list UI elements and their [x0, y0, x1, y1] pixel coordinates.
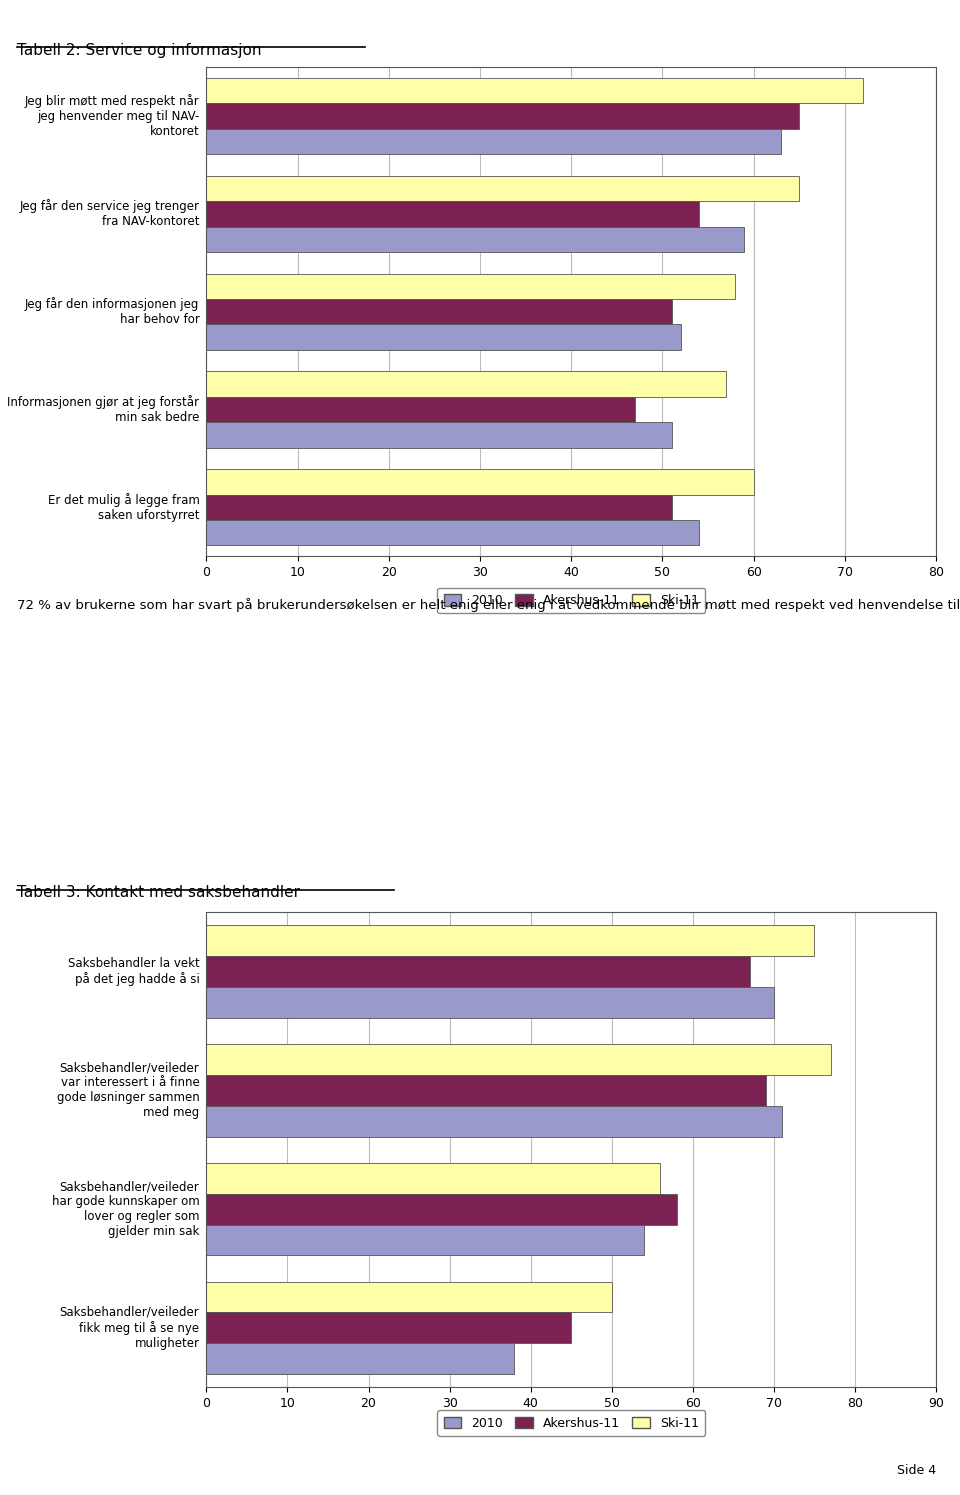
Text: Tabell 2: Service og informasjon: Tabell 2: Service og informasjon [17, 42, 262, 58]
Bar [206, 1344, 515, 1374]
Bar [206, 987, 774, 1018]
Bar [206, 1281, 612, 1313]
Bar [206, 299, 672, 324]
Bar [206, 1313, 571, 1344]
Bar [206, 925, 814, 955]
Text: Side 4: Side 4 [897, 1464, 936, 1477]
Legend: 2010, Akershus-11, Ski-11: 2010, Akershus-11, Ski-11 [437, 588, 706, 613]
Bar [206, 1163, 660, 1193]
Bar [206, 469, 754, 495]
Bar [206, 371, 726, 396]
Bar [206, 1044, 830, 1075]
Bar [206, 396, 636, 422]
Bar [206, 1193, 677, 1224]
Text: 72 % av brukerne som har svart på brukerundersøkelsen er helt enig eller enig i : 72 % av brukerne som har svart på bruker… [17, 598, 960, 611]
Bar [206, 495, 672, 520]
Bar [206, 1224, 644, 1256]
Bar [206, 520, 699, 546]
Legend: 2010, Akershus-11, Ski-11: 2010, Akershus-11, Ski-11 [437, 1410, 706, 1435]
Bar [206, 422, 672, 447]
Bar [206, 202, 699, 227]
Bar [206, 78, 863, 103]
Bar [206, 1106, 782, 1136]
Bar [206, 955, 750, 987]
Bar [206, 129, 781, 154]
Bar [206, 176, 799, 202]
Text: Tabell 3: Kontakt med saksbehandler: Tabell 3: Kontakt med saksbehandler [17, 885, 300, 900]
Bar [206, 1075, 766, 1106]
Bar [206, 103, 799, 129]
Bar [206, 274, 735, 299]
Bar [206, 227, 745, 253]
Bar [206, 324, 681, 350]
